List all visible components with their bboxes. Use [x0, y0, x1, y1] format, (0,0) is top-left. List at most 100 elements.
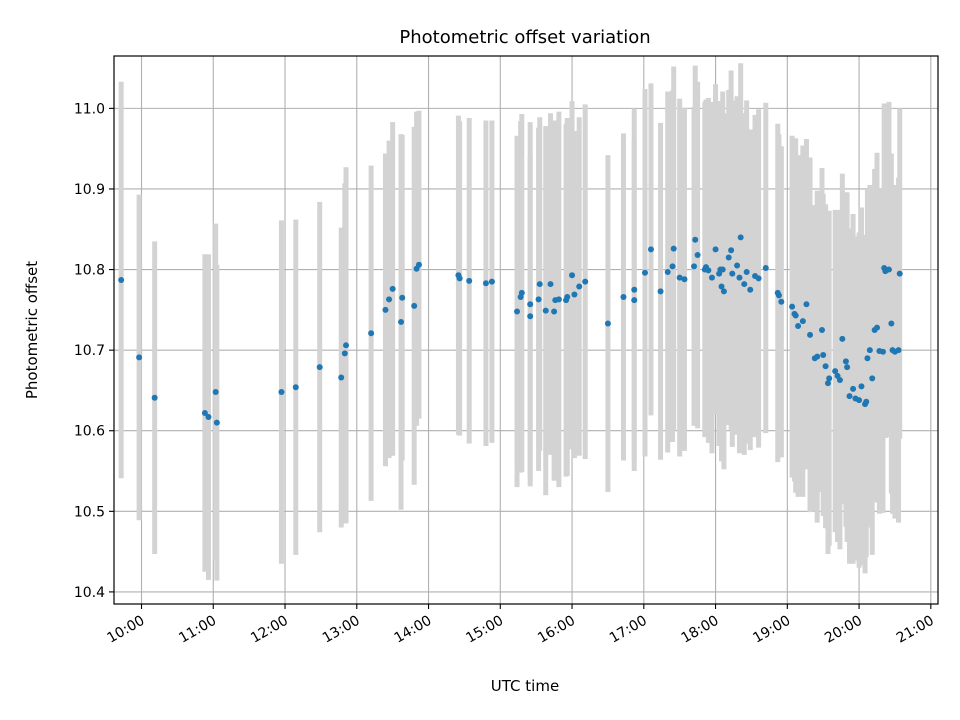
data-point — [803, 301, 810, 308]
data-point — [536, 281, 543, 288]
data-point — [818, 327, 825, 333]
data-point — [411, 302, 418, 309]
data-point — [822, 363, 829, 370]
data-point — [762, 264, 769, 271]
data-point — [755, 275, 762, 282]
y-tick-label: 10.6 — [74, 424, 105, 440]
data-point — [718, 283, 725, 290]
data-point — [399, 294, 406, 301]
data-point — [720, 288, 727, 295]
data-point — [850, 385, 857, 392]
data-point — [604, 320, 611, 327]
data-point — [856, 397, 863, 404]
y-tick-label: 10.4 — [74, 585, 105, 601]
chart-title: Photometric offset variation — [399, 27, 650, 48]
data-point — [341, 350, 348, 357]
data-point — [836, 376, 843, 383]
data-point — [518, 289, 525, 296]
data-point — [415, 261, 422, 268]
data-point — [641, 269, 648, 276]
data-point — [708, 274, 715, 281]
data-point — [681, 276, 688, 283]
data-point — [895, 347, 902, 354]
data-point — [620, 293, 627, 300]
data-point — [669, 263, 676, 270]
data-point — [466, 277, 473, 284]
data-point — [382, 306, 389, 313]
data-point — [118, 277, 125, 284]
data-point — [864, 355, 871, 362]
data-point — [456, 275, 463, 282]
data-point — [582, 278, 589, 285]
data-point — [535, 296, 542, 303]
data-point — [201, 410, 208, 417]
data-point — [863, 398, 870, 405]
data-point — [741, 281, 748, 288]
data-point — [705, 267, 712, 274]
data-point — [734, 262, 741, 269]
data-point — [869, 375, 876, 382]
data-point — [888, 320, 895, 327]
data-point — [799, 318, 806, 325]
data-point — [795, 322, 802, 329]
data-point — [514, 308, 521, 315]
data-point — [292, 384, 299, 391]
y-tick-label: 10.7 — [74, 343, 105, 359]
data-point — [576, 283, 583, 290]
data-point — [657, 288, 664, 295]
data-point — [747, 286, 754, 293]
data-point — [338, 374, 345, 381]
data-point — [542, 307, 549, 314]
data-point — [694, 252, 701, 259]
data-point — [551, 308, 558, 315]
data-point — [820, 351, 827, 358]
data-point — [792, 312, 799, 319]
data-point — [789, 303, 796, 310]
data-point — [569, 272, 576, 279]
data-point — [398, 318, 405, 325]
data-point — [670, 245, 677, 252]
data-point — [278, 389, 285, 396]
data-point — [728, 247, 735, 254]
data-point — [839, 335, 846, 342]
data-point — [343, 342, 350, 349]
data-point — [846, 393, 853, 400]
data-point — [737, 234, 744, 241]
data-point — [482, 280, 489, 287]
data-point — [879, 348, 886, 355]
data-point — [386, 296, 393, 303]
x-axis-label: UTC time — [491, 677, 559, 695]
data-point — [896, 270, 903, 277]
y-tick-label: 11.0 — [74, 101, 105, 117]
plot-frame — [113, 55, 939, 605]
data-point — [571, 291, 578, 298]
data-point — [729, 270, 736, 277]
y-tick-label: 10.8 — [74, 263, 105, 279]
data-point — [858, 383, 865, 390]
data-point — [725, 254, 732, 261]
data-point — [826, 375, 833, 382]
data-point — [866, 347, 873, 354]
data-point — [775, 292, 782, 299]
data-point — [527, 301, 534, 308]
data-point — [778, 298, 785, 305]
data-point — [676, 274, 683, 281]
data-point — [692, 236, 699, 243]
data-point — [316, 364, 323, 371]
data-point — [712, 246, 719, 253]
data-points — [118, 234, 903, 426]
y-tick-label: 10.9 — [74, 182, 105, 198]
data-point — [832, 368, 839, 375]
data-point — [555, 296, 562, 303]
data-point — [151, 394, 158, 401]
data-point — [213, 419, 220, 426]
data-point — [527, 313, 534, 320]
data-point — [736, 274, 743, 281]
data-point — [807, 331, 814, 338]
data-point — [631, 297, 638, 304]
y-axis-label: Photometric offset — [23, 261, 41, 399]
data-point — [824, 380, 831, 387]
data-point — [691, 263, 698, 270]
data-point — [743, 268, 750, 275]
